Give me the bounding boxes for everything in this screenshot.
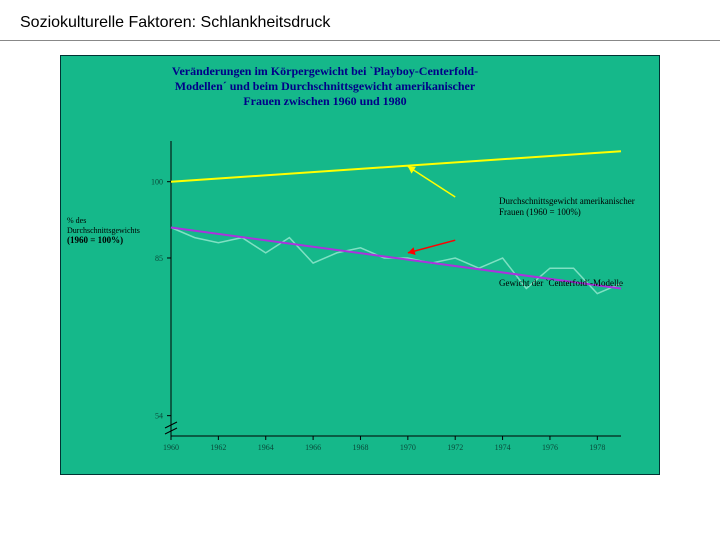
annotation-avg: Durchschnittsgewicht amerikanischer Frau… bbox=[499, 196, 649, 218]
y-axis-caption-bold: (1960 = 100%) bbox=[67, 235, 157, 246]
y-axis-caption: % des Durchschnittsgewichts (1960 = 100%… bbox=[67, 216, 157, 246]
y-tick-label: 54 bbox=[155, 412, 163, 421]
chart-panel: 1960 1962 1964 1966 1968 1970 1972 1974 1976 1978… bbox=[60, 55, 660, 475]
x-tick-label: 1968 bbox=[352, 443, 368, 452]
page-title: Soziokulturelle Faktoren: Schlankheitsdr… bbox=[0, 0, 720, 41]
y-axis-caption-small: % des Durchschnittsgewichts bbox=[67, 216, 157, 235]
x-tick-label: 1964 bbox=[258, 443, 274, 452]
x-tick-label: 1972 bbox=[447, 443, 463, 452]
arrow-to-avg bbox=[408, 166, 455, 197]
x-tick-label: 1966 bbox=[305, 443, 321, 452]
series-avg-line bbox=[171, 151, 621, 182]
x-tick-label: 1962 bbox=[210, 443, 226, 452]
x-tick-label: 1978 bbox=[589, 443, 605, 452]
arrow-to-centerfold-head bbox=[408, 247, 416, 255]
x-tick-label: 1960 bbox=[163, 443, 179, 452]
y-tick-label: 100 bbox=[151, 178, 163, 187]
x-tick-label: 1970 bbox=[400, 443, 416, 452]
annotation-centerfold: Gewicht der `Centerfold´-Modelle bbox=[499, 278, 649, 289]
arrow-to-centerfold bbox=[408, 240, 455, 253]
chart-svg: 1960 1962 1964 1966 1968 1970 1972 1974 1976 1978… bbox=[61, 56, 661, 476]
chart-title: Veränderungen im Körpergewicht bei `Play… bbox=[161, 64, 489, 109]
x-tick-label: 1974 bbox=[495, 443, 511, 452]
y-tick-label: 85 bbox=[155, 254, 163, 263]
x-tick-label: 1976 bbox=[542, 443, 558, 452]
